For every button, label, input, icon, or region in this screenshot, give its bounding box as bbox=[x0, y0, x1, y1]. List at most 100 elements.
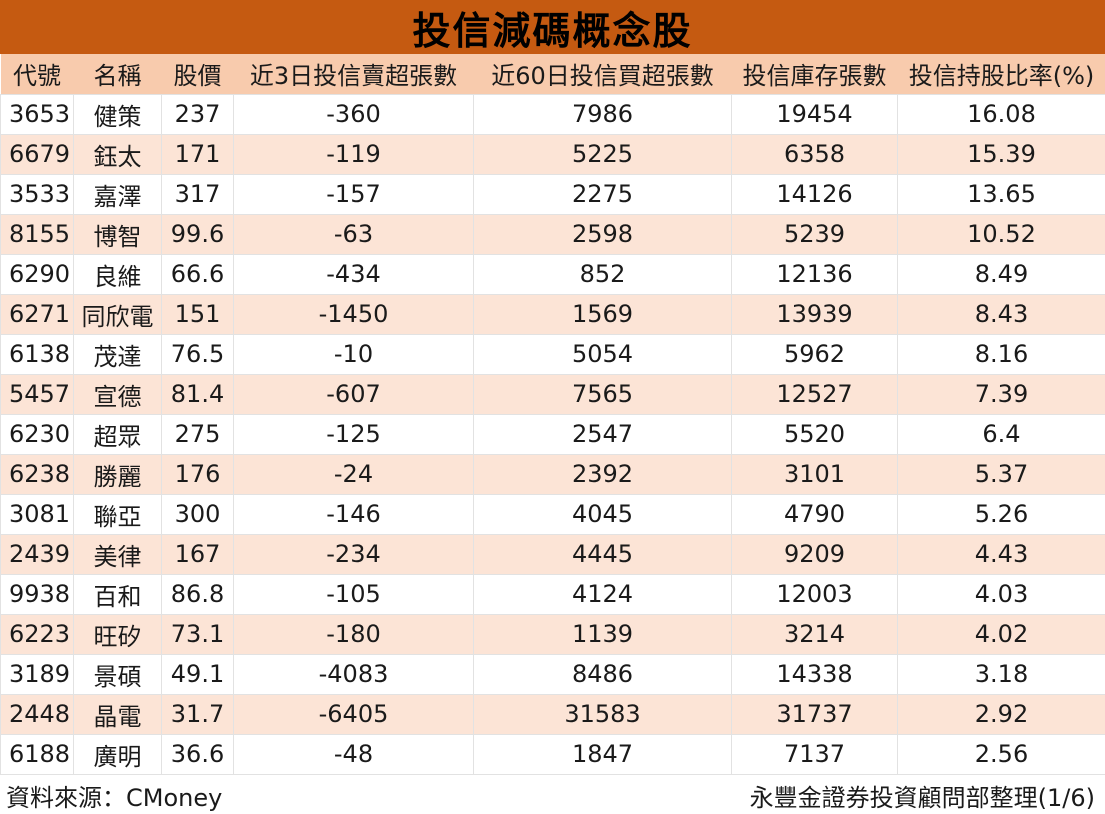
cell-holding-ratio: 5.37 bbox=[897, 453, 1105, 495]
cell-name: 宣德 bbox=[73, 373, 162, 415]
cell-code: 3189 bbox=[0, 653, 74, 695]
cell-price: 167 bbox=[161, 533, 234, 575]
cell-60day-buy: 5225 bbox=[473, 133, 732, 175]
cell-3day-sell: -607 bbox=[233, 373, 474, 415]
cell-price: 176 bbox=[161, 453, 234, 495]
column-header-code: 代號 bbox=[13, 62, 61, 91]
cell-inventory: 19454 bbox=[731, 93, 898, 135]
cell-60day-buy: 5054 bbox=[473, 333, 732, 375]
column-header-price: 股價 bbox=[173, 62, 222, 91]
cell-inventory: 13939 bbox=[731, 293, 898, 335]
cell-60day-buy: 1847 bbox=[473, 733, 732, 775]
cell-3day-sell: -48 bbox=[233, 733, 474, 775]
cell-inventory: 3101 bbox=[731, 453, 898, 495]
cell-price: 36.6 bbox=[161, 733, 234, 775]
cell-holding-ratio: 8.43 bbox=[897, 293, 1105, 335]
cell-price: 31.7 bbox=[161, 693, 234, 735]
cell-60day-buy: 31583 bbox=[473, 693, 732, 735]
cell-60day-buy: 852 bbox=[473, 253, 732, 295]
table-row: 2439 美律 167 -234 4445 9209 4.43 bbox=[0, 533, 1105, 575]
cell-3day-sell: -24 bbox=[233, 453, 474, 495]
cell-code: 6138 bbox=[0, 333, 74, 375]
cell-inventory: 12527 bbox=[731, 373, 898, 415]
cell-3day-sell: -1450 bbox=[233, 293, 474, 335]
cell-60day-buy: 7986 bbox=[473, 93, 732, 135]
data-source-label: 資料來源：CMoney bbox=[6, 783, 223, 812]
cell-price: 66.6 bbox=[161, 253, 234, 295]
cell-inventory: 5962 bbox=[731, 333, 898, 375]
cell-name: 健策 bbox=[73, 93, 162, 135]
table-row: 6138 茂達 76.5 -10 5054 5962 8.16 bbox=[0, 333, 1105, 375]
cell-60day-buy: 2275 bbox=[473, 173, 732, 215]
cell-price: 317 bbox=[161, 173, 234, 215]
cell-3day-sell: -234 bbox=[233, 533, 474, 575]
cell-60day-buy: 4445 bbox=[473, 533, 732, 575]
stock-table: 代號 名稱 股價 近3日投信賣超張數 近60日投信買超張數 投信庫存張數 投信持… bbox=[0, 54, 1105, 775]
cell-inventory: 14338 bbox=[731, 653, 898, 695]
table-row: 6188 廣明 36.6 -48 1847 7137 2.56 bbox=[0, 733, 1105, 775]
cell-inventory: 5520 bbox=[731, 413, 898, 455]
cell-name: 鈺太 bbox=[73, 133, 162, 175]
cell-holding-ratio: 15.39 bbox=[897, 133, 1105, 175]
cell-3day-sell: -125 bbox=[233, 413, 474, 455]
cell-code: 3653 bbox=[0, 93, 74, 135]
cell-holding-ratio: 8.49 bbox=[897, 253, 1105, 295]
column-header-3day-sell: 近3日投信賣超張數 bbox=[249, 62, 458, 91]
cell-holding-ratio: 2.56 bbox=[897, 733, 1105, 775]
table-row: 5457 宣德 81.4 -607 7565 12527 7.39 bbox=[0, 373, 1105, 415]
cell-name: 茂達 bbox=[73, 333, 162, 375]
cell-price: 81.4 bbox=[161, 373, 234, 415]
cell-holding-ratio: 7.39 bbox=[897, 373, 1105, 415]
table-header-row: 代號 名稱 股價 近3日投信賣超張數 近60日投信買超張數 投信庫存張數 投信持… bbox=[0, 54, 1105, 94]
cell-holding-ratio: 8.16 bbox=[897, 333, 1105, 375]
cell-3day-sell: -157 bbox=[233, 173, 474, 215]
cell-name: 景碩 bbox=[73, 653, 162, 695]
cell-inventory: 12136 bbox=[731, 253, 898, 295]
cell-holding-ratio: 2.92 bbox=[897, 693, 1105, 735]
cell-holding-ratio: 4.43 bbox=[897, 533, 1105, 575]
cell-name: 勝麗 bbox=[73, 453, 162, 495]
cell-3day-sell: -360 bbox=[233, 93, 474, 135]
table-row: 6290 良維 66.6 -434 852 12136 8.49 bbox=[0, 253, 1105, 295]
cell-price: 49.1 bbox=[161, 653, 234, 695]
footer: 資料來源：CMoney 永豐金證券投資顧問部整理(1/6) bbox=[0, 776, 1105, 814]
cell-price: 86.8 bbox=[161, 573, 234, 615]
cell-name: 廣明 bbox=[73, 733, 162, 775]
table-row: 8155 博智 99.6 -63 2598 5239 10.52 bbox=[0, 213, 1105, 255]
table-row: 6271 同欣電 151 -1450 1569 13939 8.43 bbox=[0, 293, 1105, 335]
cell-3day-sell: -4083 bbox=[233, 653, 474, 695]
cell-name: 嘉澤 bbox=[73, 173, 162, 215]
cell-name: 旺矽 bbox=[73, 613, 162, 655]
cell-code: 6188 bbox=[0, 733, 74, 775]
title-bar: 投信減碼概念股 bbox=[0, 0, 1105, 54]
cell-code: 6679 bbox=[0, 133, 74, 175]
cell-inventory: 14126 bbox=[731, 173, 898, 215]
cell-price: 73.1 bbox=[161, 613, 234, 655]
cell-code: 6223 bbox=[0, 613, 74, 655]
cell-3day-sell: -10 bbox=[233, 333, 474, 375]
cell-60day-buy: 4045 bbox=[473, 493, 732, 535]
cell-holding-ratio: 10.52 bbox=[897, 213, 1105, 255]
cell-3day-sell: -63 bbox=[233, 213, 474, 255]
cell-holding-ratio: 6.4 bbox=[897, 413, 1105, 455]
cell-code: 8155 bbox=[0, 213, 74, 255]
table-row: 3189 景碩 49.1 -4083 8486 14338 3.18 bbox=[0, 653, 1105, 695]
cell-code: 9938 bbox=[0, 573, 74, 615]
table-row: 6679 鈺太 171 -119 5225 6358 15.39 bbox=[0, 133, 1105, 175]
cell-code: 2448 bbox=[0, 693, 74, 735]
table-row: 3533 嘉澤 317 -157 2275 14126 13.65 bbox=[0, 173, 1105, 215]
cell-name: 晶電 bbox=[73, 693, 162, 735]
cell-holding-ratio: 4.02 bbox=[897, 613, 1105, 655]
cell-code: 5457 bbox=[0, 373, 74, 415]
column-header-holding-ratio: 投信持股比率(%) bbox=[908, 62, 1095, 91]
table-row: 2448 晶電 31.7 -6405 31583 31737 2.92 bbox=[0, 693, 1105, 735]
cell-price: 76.5 bbox=[161, 333, 234, 375]
cell-price: 171 bbox=[161, 133, 234, 175]
cell-name: 超眾 bbox=[73, 413, 162, 455]
organization-label: 永豐金證券投資顧問部整理(1/6) bbox=[749, 783, 1095, 812]
cell-60day-buy: 2598 bbox=[473, 213, 732, 255]
cell-price: 275 bbox=[161, 413, 234, 455]
cell-code: 6230 bbox=[0, 413, 74, 455]
cell-3day-sell: -434 bbox=[233, 253, 474, 295]
table-row: 6223 旺矽 73.1 -180 1139 3214 4.02 bbox=[0, 613, 1105, 655]
